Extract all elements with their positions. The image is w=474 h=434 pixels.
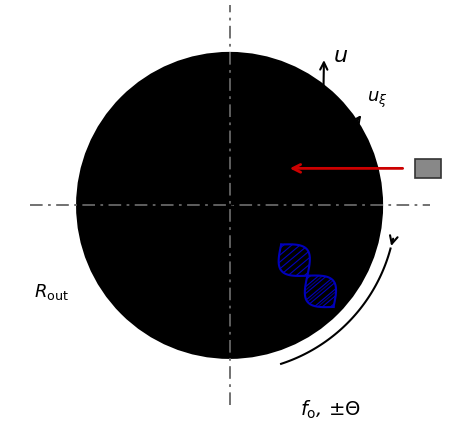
Circle shape bbox=[174, 151, 285, 261]
Text: $R_\mathrm{in}$: $R_\mathrm{in}$ bbox=[138, 230, 164, 250]
Text: $R_\mathrm{out}$: $R_\mathrm{out}$ bbox=[35, 282, 69, 302]
Text: $r$: $r$ bbox=[341, 188, 351, 206]
Circle shape bbox=[78, 55, 382, 357]
Text: $u$: $u$ bbox=[333, 46, 348, 66]
Text: $f_\mathrm{o}$, $\pm\Theta$: $f_\mathrm{o}$, $\pm\Theta$ bbox=[300, 398, 361, 420]
Text: $u_\xi$: $u_\xi$ bbox=[366, 90, 387, 110]
FancyBboxPatch shape bbox=[415, 160, 441, 178]
